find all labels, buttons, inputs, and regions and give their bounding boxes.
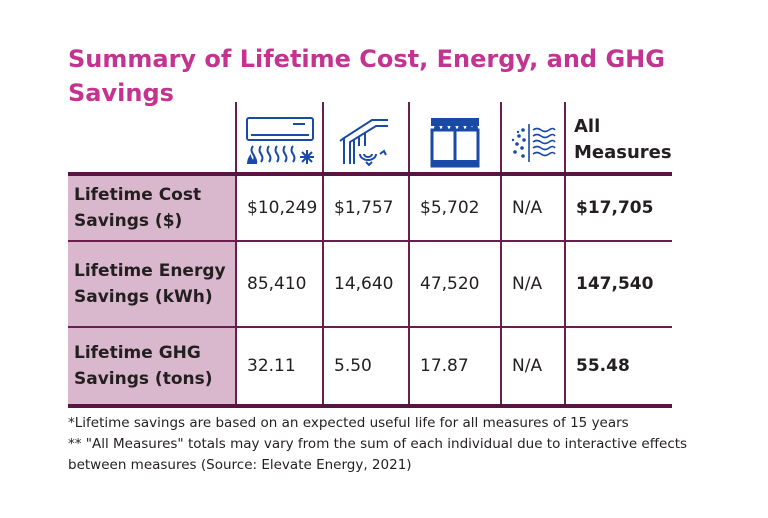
header-spacer: [68, 102, 236, 174]
row-label: Lifetime Energy Savings (kWh): [68, 240, 236, 327]
table-row: Lifetime Cost Savings ($) $10,249 $1,757…: [68, 172, 672, 241]
air-sealing-icon: [500, 102, 565, 174]
savings-table: All Measures Lifetime Cost Savings ($) $…: [68, 102, 672, 408]
table-row: Lifetime Energy Savings (kWh) 85,410 14,…: [68, 240, 672, 327]
page-title: Summary of Lifetime Cost, Energy, and GH…: [68, 45, 665, 107]
attic-insulation-icon: [322, 102, 409, 174]
all-measures-total: 147,540: [564, 240, 672, 327]
table-row: Lifetime GHG Savings (tons) 32.11 5.50 1…: [68, 326, 672, 408]
heat-pump-value: $10,249: [235, 172, 323, 241]
air-sealing-value: N/A: [500, 172, 565, 241]
footnote-all-measures: ** "All Measures" totals may vary from t…: [68, 436, 688, 473]
air-sealing-value: N/A: [500, 326, 565, 408]
all-measures-header: All Measures: [564, 102, 672, 174]
row-label: Lifetime Cost Savings ($): [68, 172, 236, 241]
footnotes: *Lifetime savings are based on an expect…: [68, 413, 708, 476]
heat-pump-value: 85,410: [235, 240, 323, 327]
heat-pump-value: 32.11: [235, 326, 323, 408]
window-value: 47,520: [408, 240, 501, 327]
air-sealing-value: N/A: [500, 240, 565, 327]
all-measures-total: $17,705: [564, 172, 672, 241]
insulation-value: 5.50: [322, 326, 409, 408]
all-measures-total: 55.48: [564, 326, 672, 408]
window-value: $5,702: [408, 172, 501, 241]
heat-pump-icon: [235, 102, 323, 174]
table-header-row: All Measures: [68, 102, 672, 174]
window-value: 17.87: [408, 326, 501, 408]
row-label: Lifetime GHG Savings (tons): [68, 326, 236, 408]
window-icon: [408, 102, 501, 174]
footnote-lifetime: *Lifetime savings are based on an expect…: [68, 415, 629, 431]
insulation-value: 14,640: [322, 240, 409, 327]
insulation-value: $1,757: [322, 172, 409, 241]
